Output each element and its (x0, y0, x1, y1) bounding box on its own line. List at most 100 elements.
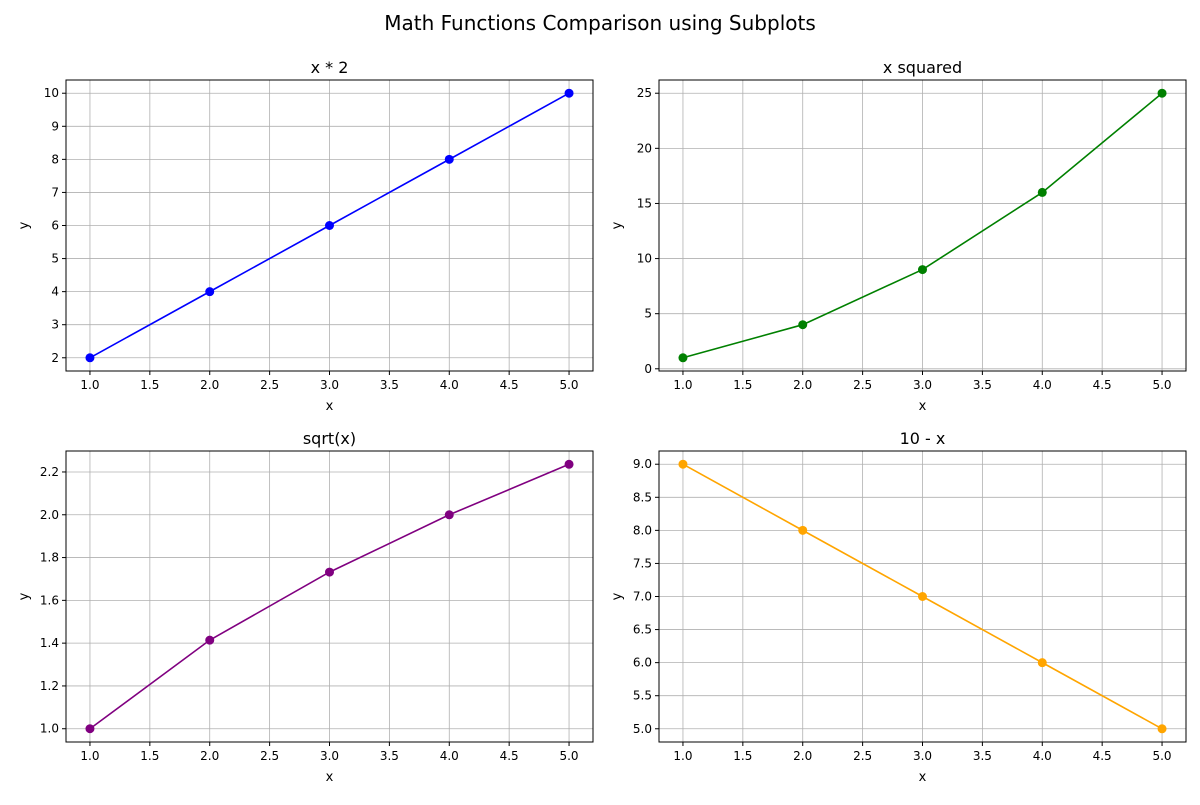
subplot-title: 10 - x (900, 429, 946, 448)
data-point (1037, 658, 1047, 668)
y-axis-label: y (17, 221, 32, 229)
x-tick-label: 1.5 (140, 749, 159, 763)
x-tick-label: 4.0 (440, 378, 459, 392)
y-tick-label: 8 (51, 152, 59, 166)
subplot-3: 1.0 1.5 2.0 2.5 3.0 3.5 4.0 4.5 5.0 1.0 1.2 1.4 1.6 1… (17, 429, 594, 785)
y-tick-label: 5.0 (633, 722, 652, 736)
data-point (678, 353, 688, 363)
x-tick-label: 3.5 (380, 749, 399, 763)
data-point (85, 724, 95, 734)
y-tick-label: 9 (51, 119, 59, 133)
x-tick-label: 1.5 (733, 378, 752, 392)
x-tick-label: 4.5 (500, 378, 519, 392)
data-point (798, 525, 808, 535)
y-axis-label: y (17, 592, 32, 600)
x-tick-label: 4.0 (440, 749, 459, 763)
y-axis-label: y (610, 592, 625, 600)
x-tick-label: 2.5 (260, 378, 279, 392)
x-tick-label: 1.0 (673, 378, 692, 392)
x-axis-label: x (326, 770, 334, 785)
subplot-4: 1.0 1.5 2.0 2.5 3.0 3.5 4.0 4.5 5.0 5.0 5.5 6.0 6.5 7… (610, 429, 1187, 785)
data-point (678, 459, 688, 469)
x-tick-label: 2.0 (200, 749, 219, 763)
data-point (918, 592, 927, 601)
x-tick-label: 1.0 (80, 378, 99, 392)
x-tick-label: 3.5 (380, 378, 399, 392)
subplot-title: x * 2 (311, 58, 349, 77)
data-point (205, 287, 215, 297)
x-tick-label: 2.0 (793, 378, 812, 392)
y-tick-label: 7 (51, 185, 59, 199)
subplot-1: 1.0 1.5 2.0 2.5 3.0 3.5 4.0 4.5 5.0 2 3 4 5 6 7 8 9 10 x *… (17, 58, 594, 414)
x-axis-label: x (919, 770, 927, 785)
x-tick-label: 4.5 (500, 749, 519, 763)
data-point (564, 88, 574, 98)
y-tick-label: 0 (644, 362, 652, 376)
x-tick-label: 4.0 (1033, 749, 1052, 763)
x-tick-label: 5.0 (1152, 378, 1171, 392)
x-tick-label: 3.5 (973, 749, 992, 763)
y-axis-label: y (610, 221, 625, 229)
y-tick-label: 1.0 (40, 722, 59, 736)
y-tick-label: 10 (44, 86, 59, 100)
y-tick-label: 1.4 (40, 636, 59, 650)
data-point (918, 265, 927, 275)
y-tick-label: 6 (51, 219, 59, 233)
y-tick-label: 3 (51, 318, 59, 332)
data-point (444, 154, 454, 164)
data-point (1157, 724, 1167, 734)
data-point (1157, 88, 1167, 98)
data-point (564, 459, 574, 469)
x-tick-label: 2.0 (793, 749, 812, 763)
x-tick-label: 2.5 (260, 749, 279, 763)
data-point (325, 221, 334, 230)
y-tick-label: 25 (637, 86, 652, 100)
y-tick-label: 2.0 (40, 508, 59, 522)
y-tick-label: 15 (637, 196, 652, 210)
x-tick-label: 3.0 (913, 749, 932, 763)
data-point (1037, 187, 1047, 197)
x-tick-label: 5.0 (559, 749, 578, 763)
y-tick-label: 1.6 (40, 593, 59, 607)
y-tick-label: 7.5 (633, 556, 652, 570)
y-tick-label: 5 (644, 307, 652, 321)
x-tick-label: 4.5 (1093, 378, 1112, 392)
data-point (444, 510, 454, 520)
y-tick-label: 1.2 (40, 679, 59, 693)
y-tick-label: 8.5 (633, 490, 652, 504)
y-tick-label: 1.8 (40, 551, 59, 565)
y-tick-label: 6.5 (633, 623, 652, 637)
x-tick-label: 5.0 (559, 378, 578, 392)
y-tick-label: 5 (51, 252, 59, 266)
x-tick-label: 2.0 (200, 378, 219, 392)
y-tick-label: 4 (51, 285, 59, 299)
x-axis-label: x (326, 399, 334, 414)
x-tick-label: 1.0 (80, 749, 99, 763)
subplot-title: sqrt(x) (303, 429, 356, 448)
y-tick-label: 6.0 (633, 656, 652, 670)
x-tick-label: 3.0 (320, 749, 339, 763)
y-tick-label: 9.0 (633, 457, 652, 471)
x-tick-label: 4.0 (1033, 378, 1052, 392)
x-tick-label: 2.5 (853, 749, 872, 763)
y-tick-label: 20 (637, 141, 652, 155)
y-tick-label: 10 (637, 252, 652, 266)
x-axis-label: x (919, 399, 927, 414)
x-tick-label: 2.5 (853, 378, 872, 392)
x-tick-label: 3.5 (973, 378, 992, 392)
y-tick-label: 8.0 (633, 523, 652, 537)
y-tick-label: 5.5 (633, 689, 652, 703)
data-point (85, 353, 95, 363)
x-tick-label: 3.0 (913, 378, 932, 392)
x-tick-label: 4.5 (1093, 749, 1112, 763)
y-tick-label: 2.2 (40, 465, 59, 479)
subplot-2: 1.0 1.5 2.0 2.5 3.0 3.5 4.0 4.5 5.0 0 5 10 15 20 25 x s… (610, 58, 1187, 414)
y-tick-label: 2 (51, 351, 59, 365)
subplot-title: x squared (883, 58, 962, 77)
x-tick-label: 3.0 (320, 378, 339, 392)
x-tick-label: 1.5 (733, 749, 752, 763)
x-tick-label: 1.0 (673, 749, 692, 763)
data-point (325, 567, 334, 577)
